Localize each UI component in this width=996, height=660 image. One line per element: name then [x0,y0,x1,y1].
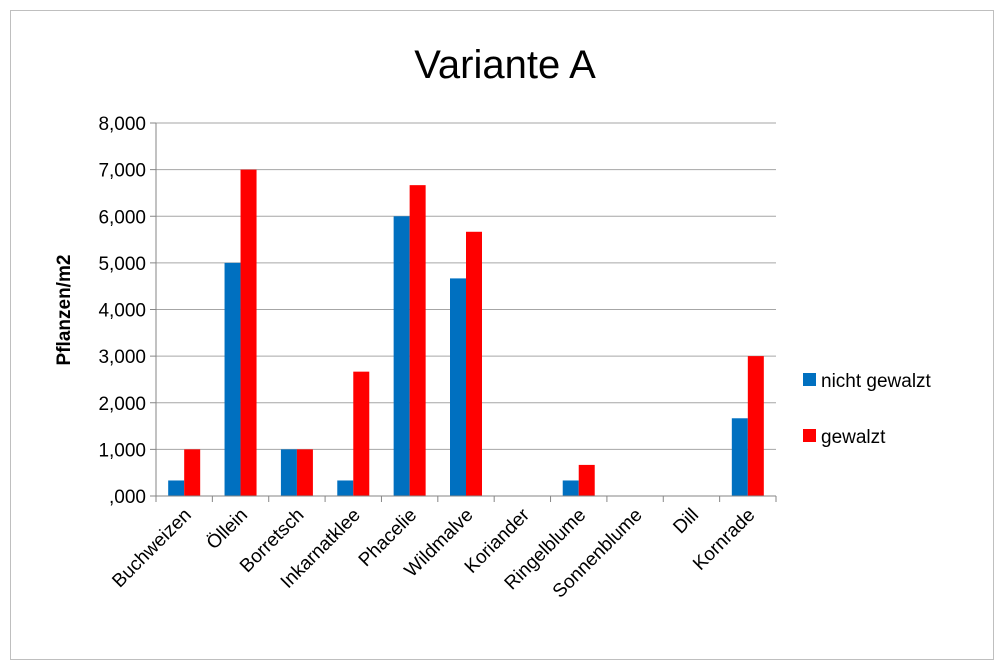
bar-gewalzt-Öllein [240,169,257,496]
bar-nicht-gewalzt-Ringelblume [562,480,579,496]
y-axis-ticks: ,000 1,000 2,000 3,000 4,000 5,000 6,000 7,000 8… [98,114,156,508]
bar-gewalzt-Ringelblume [578,464,595,496]
y-tick-label: 6,000 [98,207,146,228]
bar-nicht-gewalzt-Wildmalve [450,278,466,496]
bar-gewalzt-Phacelie [409,185,426,496]
y-tick-label: 1,000 [98,440,146,461]
bar-gewalzt-Kornrade [747,356,764,496]
chart-title: Variante A [414,43,596,87]
legend-label: nicht gewalzt [821,371,932,392]
x-category-label: Öllein [203,505,252,554]
y-tick-label: 4,000 [98,301,146,322]
bar-nicht-gewalzt-Öllein [224,262,241,496]
y-tick-label: ,000 [109,487,146,508]
x-axis-labels: Buchweizen ÖlleinBorretschInkarnatkleePha… [108,504,759,602]
legend-label: gewalzt [821,427,886,448]
chart-frame [10,10,994,660]
x-category-label: Kornrade [689,505,759,575]
y-tick-label: 3,000 [98,347,146,368]
legend-swatch [803,429,816,442]
bars [168,169,764,496]
y-axis-label: Pflanzen/m2 [54,255,75,366]
bar-gewalzt-Wildmalve [466,231,482,496]
axes [155,123,777,502]
legend: nicht gewalzt gewalzt [803,371,932,448]
bar-nicht-gewalzt-Phacelie [393,216,410,496]
legend-swatch [803,373,816,386]
y-tick-label: 8,000 [98,114,146,135]
bar-gewalzt-Buchweizen [184,449,201,496]
bar-nicht-gewalzt-Inkarnatklee [337,480,354,496]
x-category-label: Dill [669,505,703,539]
bar-nicht-gewalzt-Kornrade [731,418,748,496]
y-tick-label: 5,000 [98,254,146,275]
x-category-label: Buchweizen [108,505,195,592]
y-tick-label: 7,000 [98,161,146,182]
bar-gewalzt-Inkarnatklee [353,371,370,496]
bar-gewalzt-Borretsch [296,449,313,496]
bar-nicht-gewalzt-Buchweizen [168,480,185,496]
y-tick-label: 2,000 [98,394,146,415]
bar-nicht-gewalzt-Borretsch [280,449,297,496]
